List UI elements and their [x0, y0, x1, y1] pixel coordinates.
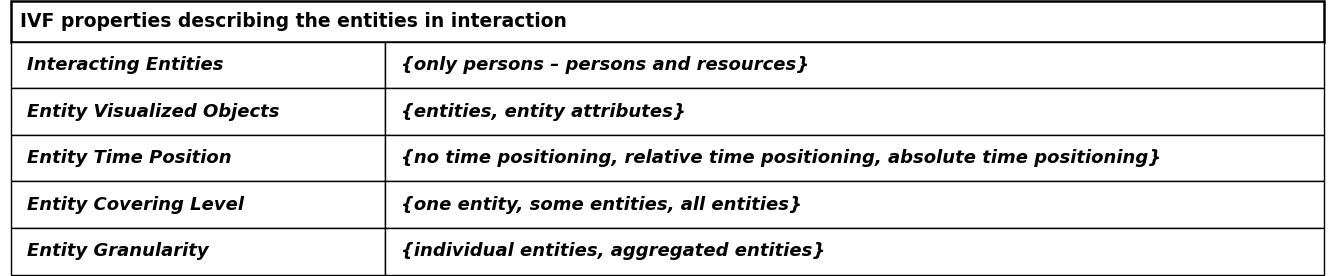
Bar [384, 42, 1324, 88]
Text: {entities, entity attributes}: {entities, entity attributes} [400, 103, 686, 121]
Bar [11, 182, 384, 228]
Text: {no time positioning, relative time positioning, absolute time positioning}: {no time positioning, relative time posi… [400, 149, 1161, 167]
Bar [384, 135, 1324, 182]
Text: IVF properties describing the entities in interaction: IVF properties describing the entities i… [20, 12, 567, 31]
Text: {only persons – persons and resources}: {only persons – persons and resources} [400, 56, 809, 74]
Bar [384, 228, 1324, 275]
Text: Entity Time Position: Entity Time Position [27, 149, 231, 167]
Text: Interacting Entities: Interacting Entities [27, 56, 223, 74]
Text: {one entity, some entities, all entities}: {one entity, some entities, all entities… [400, 196, 802, 214]
Text: Entity Visualized Objects: Entity Visualized Objects [27, 103, 279, 121]
Text: {individual entities, aggregated entities}: {individual entities, aggregated entitie… [400, 242, 825, 260]
Bar [11, 88, 384, 135]
Text: Entity Granularity: Entity Granularity [27, 242, 208, 260]
Bar [11, 42, 384, 88]
Bar [384, 182, 1324, 228]
Bar [11, 135, 384, 182]
Bar [384, 88, 1324, 135]
Bar [11, 228, 384, 275]
Bar [11, 1, 1324, 42]
Text: Entity Covering Level: Entity Covering Level [27, 196, 244, 214]
